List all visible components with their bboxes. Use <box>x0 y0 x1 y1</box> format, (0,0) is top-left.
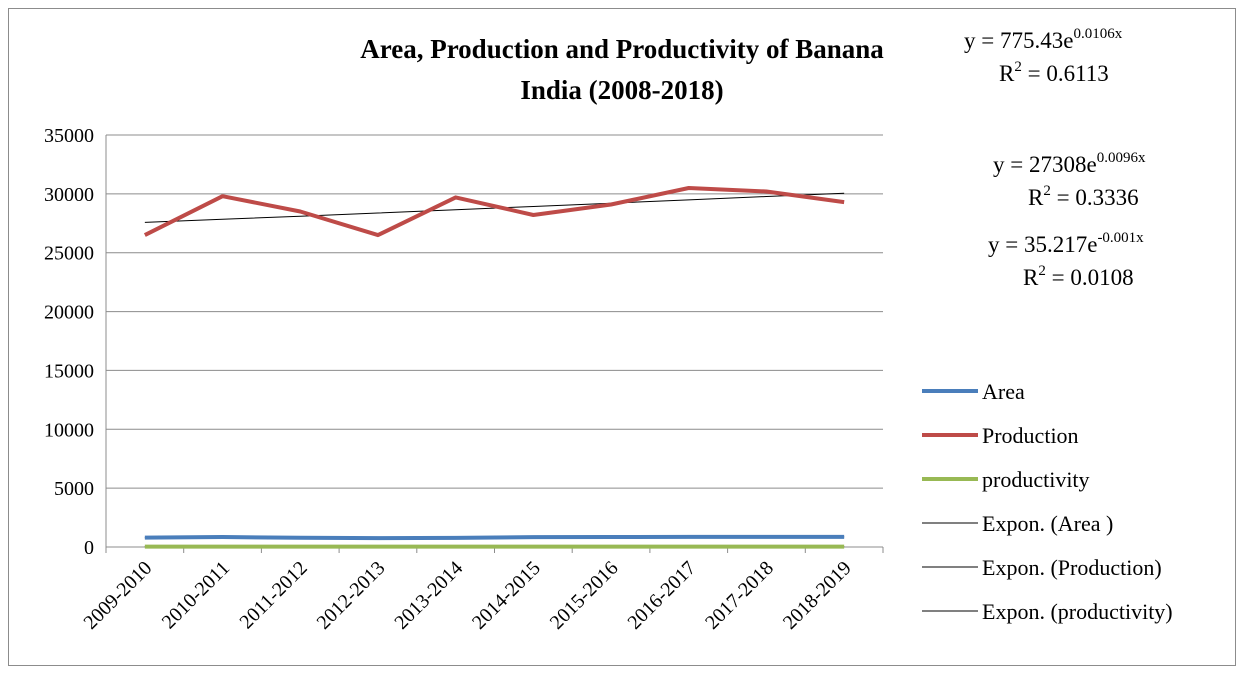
y-tick-label: 20000 <box>44 302 94 324</box>
trendline-r2: R2 = 0.3336 <box>1028 183 1139 210</box>
legend-label: Expon. (Area ) <box>982 511 1113 536</box>
chart-frame <box>8 8 1236 666</box>
x-tick-label: 2012-2013 <box>313 557 390 634</box>
y-tick-label: 5000 <box>54 478 94 500</box>
trendline-r2: R2 = 0.0108 <box>1023 263 1134 290</box>
y-tick-label: 35000 <box>44 125 94 147</box>
series-line <box>143 186 845 238</box>
legend-label: productivity <box>982 467 1090 492</box>
x-tick-label: 2010-2011 <box>158 557 234 633</box>
x-tick-label: 2016-2017 <box>623 557 700 634</box>
chart-title: Area, Production and Productivity of Ban… <box>360 34 884 64</box>
y-tick-label: 15000 <box>44 360 94 382</box>
trendline-equation: y = 35.217e-0.001x <box>988 230 1144 257</box>
legend-label: Expon. (productivity) <box>982 599 1173 624</box>
y-tick-label: 10000 <box>44 419 94 441</box>
trendline-r2: R2 = 0.6113 <box>999 59 1109 86</box>
x-tick-label: 2011-2012 <box>235 557 311 633</box>
trendline-equation: y = 27308e0.0096x <box>993 150 1146 177</box>
chart-subtitle: India (2008-2018) <box>520 75 723 105</box>
trendline-equation: y = 775.43e0.0106x <box>964 26 1123 53</box>
legend-label: Area <box>982 379 1025 404</box>
y-tick-label: 0 <box>84 537 94 559</box>
series-line <box>144 534 845 541</box>
y-tick-label: 25000 <box>44 243 94 265</box>
x-tick-label: 2014-2015 <box>468 557 545 634</box>
y-tick-label: 30000 <box>44 184 94 206</box>
x-tick-label: 2009-2010 <box>80 557 157 634</box>
x-tick-label: 2017-2018 <box>701 557 778 634</box>
legend-label: Expon. (Production) <box>982 555 1162 580</box>
x-tick-label: 2018-2019 <box>779 557 856 634</box>
x-tick-label: 2015-2016 <box>546 557 623 634</box>
x-tick-label: 2013-2014 <box>390 557 467 634</box>
legend-label: Production <box>982 423 1079 448</box>
